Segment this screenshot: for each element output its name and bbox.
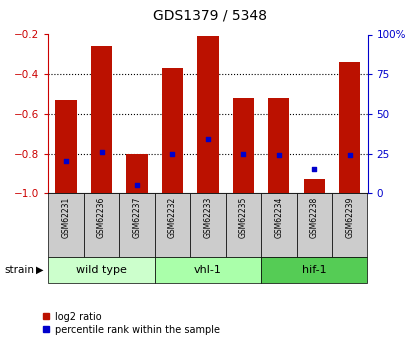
Legend: log2 ratio, percentile rank within the sample: log2 ratio, percentile rank within the s…: [39, 308, 224, 338]
Point: [346, 152, 353, 158]
Text: GSM62232: GSM62232: [168, 196, 177, 238]
Bar: [261, 257, 368, 283]
Point: [311, 167, 318, 172]
Text: GSM62231: GSM62231: [62, 196, 71, 238]
Bar: [226, 193, 261, 257]
Bar: [268, 98, 289, 193]
Text: GSM62239: GSM62239: [345, 196, 354, 238]
Bar: [55, 100, 77, 193]
Text: GSM62233: GSM62233: [203, 196, 213, 238]
Point: [276, 152, 282, 158]
Bar: [190, 193, 226, 257]
Bar: [332, 193, 368, 257]
Text: GSM62235: GSM62235: [239, 196, 248, 238]
Bar: [297, 193, 332, 257]
Bar: [48, 257, 155, 283]
Bar: [48, 193, 84, 257]
Bar: [126, 154, 147, 193]
Bar: [339, 62, 360, 193]
Text: GDS1379 / 5348: GDS1379 / 5348: [153, 9, 267, 23]
Text: GSM62238: GSM62238: [310, 196, 319, 238]
Bar: [197, 37, 218, 193]
Text: vhl-1: vhl-1: [194, 265, 222, 275]
Bar: [119, 193, 155, 257]
Bar: [155, 257, 261, 283]
Bar: [91, 47, 112, 193]
Point: [205, 137, 211, 142]
Bar: [261, 193, 297, 257]
Text: GSM62237: GSM62237: [132, 196, 142, 238]
Bar: [304, 179, 325, 193]
Text: wild type: wild type: [76, 265, 127, 275]
Text: GSM62234: GSM62234: [274, 196, 284, 238]
Text: ▶: ▶: [36, 265, 44, 275]
Bar: [84, 193, 119, 257]
Text: hif-1: hif-1: [302, 265, 327, 275]
Point: [240, 151, 247, 156]
Bar: [233, 98, 254, 193]
Text: strain: strain: [4, 265, 34, 275]
Point: [134, 183, 140, 188]
Text: GSM62236: GSM62236: [97, 196, 106, 238]
Point: [98, 149, 105, 155]
Bar: [155, 193, 190, 257]
Point: [63, 159, 69, 164]
Bar: [162, 68, 183, 193]
Point: [169, 151, 176, 156]
